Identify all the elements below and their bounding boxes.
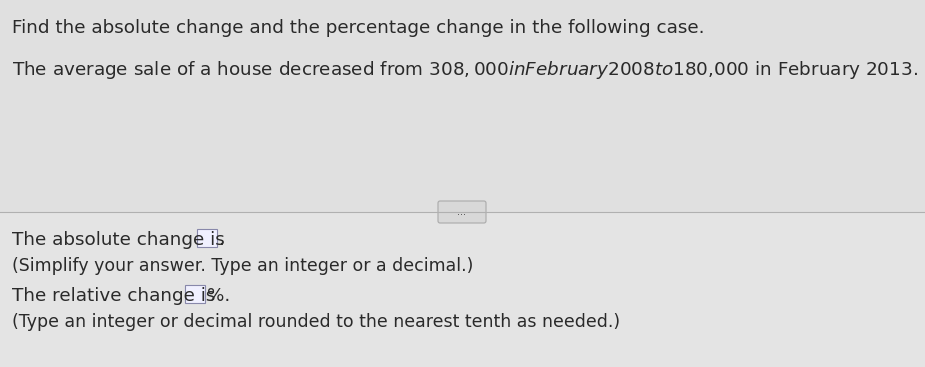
FancyBboxPatch shape [438, 201, 486, 223]
Bar [197, 229, 217, 247]
Text: The relative change is: The relative change is [12, 287, 221, 305]
Text: (Simplify your answer. Type an integer or a decimal.): (Simplify your answer. Type an integer o… [12, 257, 474, 275]
Text: %.: %. [207, 287, 230, 305]
Text: Find the absolute change and the percentage change in the following case.: Find the absolute change and the percent… [12, 19, 705, 37]
Text: (Type an integer or decimal rounded to the nearest tenth as needed.): (Type an integer or decimal rounded to t… [12, 313, 620, 331]
Bar [0, 0, 925, 212]
Bar [0, 212, 925, 367]
Text: ...: ... [458, 207, 466, 217]
Text: The absolute change is: The absolute change is [12, 231, 230, 249]
Bar [185, 285, 205, 303]
Text: .: . [219, 231, 225, 249]
Text: The average sale of a house decreased from $308,000 in February 2008 to $180,000: The average sale of a house decreased fr… [12, 59, 918, 81]
